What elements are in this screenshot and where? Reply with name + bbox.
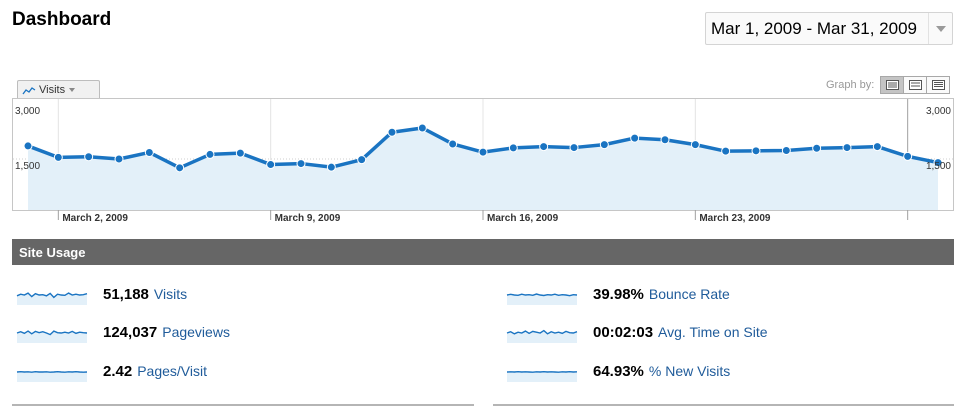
sparkline-line — [506, 329, 578, 335]
metric-selector-label: Visits — [39, 84, 66, 96]
y-tick-label: 1,500 — [926, 161, 951, 172]
visits-chart: 3,000 3,000 1,500 1,500 March 2, 2009 March 9… — [12, 98, 954, 233]
data-point — [84, 152, 94, 162]
bounce-rate-sparkline[interactable] — [506, 283, 578, 305]
date-range-text: Mar 1, 2009 - Mar 31, 2009 — [711, 18, 918, 38]
data-point — [266, 160, 276, 170]
sparkline-area — [507, 330, 577, 343]
sparkline-line — [16, 292, 88, 299]
graph-by-buttons — [880, 76, 950, 94]
sparkline-area — [507, 294, 577, 305]
visits-chart-svg: 3,000 3,000 1,500 1,500 March 2, 2009 March 9… — [12, 98, 954, 224]
data-point — [175, 163, 185, 173]
pageviews-sparkline[interactable] — [16, 321, 88, 343]
stat-value: 51,188 — [103, 285, 149, 303]
data-point — [630, 133, 640, 143]
visits-sparkline[interactable] — [16, 283, 88, 305]
data-point — [508, 143, 518, 153]
data-point — [599, 140, 609, 150]
stat-pages-per-visit: 2.42 Pages/Visit — [16, 360, 207, 382]
site-usage-title: Site Usage — [19, 244, 86, 260]
stat-value: 00:02:03 — [593, 323, 654, 341]
stat-link-pages-per-visit[interactable]: Pages/Visit — [137, 363, 207, 379]
stat-pageviews: 124,037 Pageviews — [16, 321, 230, 343]
sparkline-area — [17, 371, 87, 382]
data-point — [781, 146, 791, 156]
data-point — [448, 139, 458, 149]
data-point — [751, 146, 761, 156]
data-point — [114, 154, 124, 164]
divider — [12, 404, 474, 406]
stat-visits: 51,188 Visits — [16, 283, 187, 305]
data-point — [53, 152, 63, 162]
stat-value: 124,037 — [103, 323, 158, 341]
metric-selector[interactable]: Visits — [17, 80, 100, 99]
data-point — [478, 147, 488, 157]
data-point — [326, 162, 336, 172]
x-tick-label: March 9, 2009 — [275, 213, 341, 224]
divider — [493, 404, 954, 406]
data-point — [417, 123, 427, 133]
data-point — [539, 142, 549, 152]
week-view-icon[interactable] — [903, 76, 927, 94]
sparkline-area — [507, 371, 577, 382]
data-point — [569, 143, 579, 153]
line-chart-icon — [22, 86, 36, 94]
site-usage-header: Site Usage — [12, 239, 954, 265]
x-tick-label: March 16, 2009 — [487, 213, 559, 224]
data-point — [903, 151, 913, 161]
stat-value: 2.42 — [103, 362, 133, 380]
pages-per-visit-sparkline[interactable] — [16, 360, 88, 382]
data-point — [296, 159, 306, 169]
x-tick-label: March 23, 2009 — [699, 213, 771, 224]
data-point — [387, 127, 397, 137]
stat-avg-time-on-site: 00:02:03 Avg. Time on Site — [506, 321, 768, 343]
sparkline-area — [17, 331, 87, 343]
stat-link-bounce-rate[interactable]: Bounce Rate — [648, 286, 730, 302]
stat-link-avg-time-on-site[interactable]: Avg. Time on Site — [658, 324, 768, 340]
new-visits-sparkline[interactable] — [506, 360, 578, 382]
data-point — [357, 155, 367, 165]
data-point — [842, 143, 852, 153]
chevron-down-icon[interactable] — [928, 13, 952, 44]
y-tick-label: 1,500 — [15, 161, 40, 172]
stat-value: 39.98% — [593, 285, 644, 303]
stat-link-visits[interactable]: Visits — [153, 286, 188, 302]
sparkline-area — [17, 293, 87, 305]
caret-down-icon — [69, 88, 76, 92]
graph-by-label: Graph by: — [826, 79, 875, 91]
stat-link-pageviews[interactable]: Pageviews — [162, 324, 230, 340]
avg-time-sparkline[interactable] — [506, 321, 578, 343]
data-point — [933, 158, 943, 168]
x-tick-label: March 2, 2009 — [62, 213, 128, 224]
data-point — [235, 148, 245, 158]
data-point — [205, 149, 215, 159]
sparkline-line — [506, 293, 578, 297]
data-point — [872, 142, 882, 152]
date-range-selector[interactable]: Mar 1, 2009 - Mar 31, 2009 — [705, 12, 953, 45]
y-tick-label: 3,000 — [926, 106, 951, 117]
data-point — [23, 141, 33, 151]
data-point — [812, 143, 822, 153]
month-view-icon[interactable] — [926, 76, 950, 94]
day-view-icon[interactable] — [880, 76, 904, 94]
data-point — [721, 146, 731, 156]
data-point — [144, 147, 154, 157]
data-point — [690, 140, 700, 150]
page-title: Dashboard — [12, 9, 112, 30]
sparkline-line — [16, 330, 88, 336]
stat-bounce-rate: 39.98% Bounce Rate — [506, 283, 730, 305]
y-tick-label: 3,000 — [15, 106, 40, 117]
stat-value: 64.93% — [593, 362, 644, 380]
data-point — [660, 135, 670, 145]
stat-new-visits: 64.93% % New Visits — [506, 360, 730, 382]
stat-link-new-visits[interactable]: % New Visits — [648, 363, 731, 379]
